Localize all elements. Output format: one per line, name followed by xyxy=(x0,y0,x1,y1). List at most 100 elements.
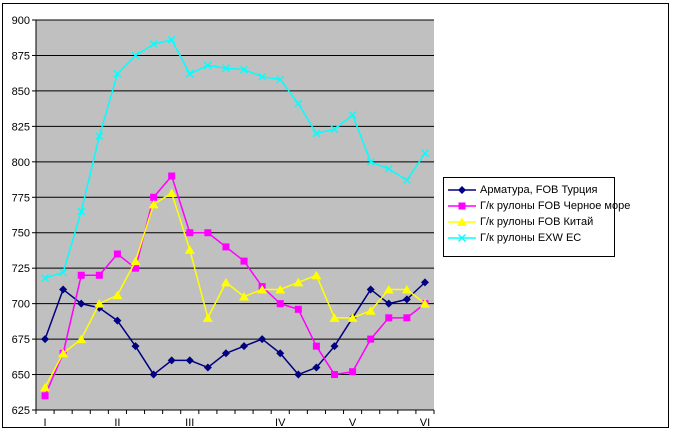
data-point-triangle[interactable] xyxy=(184,245,195,254)
data-point-diamond[interactable] xyxy=(221,349,230,358)
data-point-square[interactable] xyxy=(367,335,375,343)
data-point-square[interactable] xyxy=(113,250,121,258)
data-point-diamond[interactable] xyxy=(402,295,411,304)
data-point-triangle[interactable] xyxy=(419,299,430,308)
data-point-square[interactable] xyxy=(168,172,176,180)
data-point-diamond[interactable] xyxy=(294,370,303,379)
data-point-square[interactable] xyxy=(204,229,212,237)
data-point-x[interactable] xyxy=(458,234,466,242)
data-point-square[interactable] xyxy=(222,243,230,251)
data-point-square[interactable] xyxy=(186,229,194,237)
data-point-triangle[interactable] xyxy=(347,313,358,322)
data-point-square[interactable] xyxy=(276,300,284,308)
legend-box[interactable]: Арматура, FOB Турция Г/к рулоны FOB Черн… xyxy=(443,177,630,257)
data-point-x[interactable] xyxy=(294,99,303,108)
data-point-x[interactable] xyxy=(185,69,194,78)
data-point-x[interactable] xyxy=(384,164,393,173)
data-point-x[interactable] xyxy=(149,40,158,49)
data-point-square[interactable] xyxy=(240,257,248,265)
series-line[interactable] xyxy=(44,192,426,388)
data-point-square[interactable] xyxy=(349,368,357,376)
data-point-triangle[interactable] xyxy=(220,277,231,287)
data-point-diamond[interactable] xyxy=(131,342,140,351)
data-point-triangle[interactable] xyxy=(365,306,376,315)
data-point-triangle[interactable] xyxy=(148,199,159,209)
data-point-triangle[interactable] xyxy=(383,284,394,294)
data-point-diamond[interactable] xyxy=(203,363,212,372)
data-point-square[interactable] xyxy=(132,264,139,272)
data-point-x[interactable] xyxy=(221,64,230,73)
data-point-triangle[interactable] xyxy=(130,256,141,266)
data-point-triangle[interactable] xyxy=(401,284,412,294)
data-point-triangle[interactable] xyxy=(166,188,177,198)
data-point-square[interactable] xyxy=(331,371,338,379)
legend-item[interactable]: Арматура, FOB Турция xyxy=(444,182,614,198)
data-point-diamond[interactable] xyxy=(366,285,375,294)
series-line[interactable] xyxy=(44,281,426,376)
data-point-x[interactable] xyxy=(203,61,212,70)
data-point-diamond[interactable] xyxy=(167,356,176,365)
legend-item[interactable]: Г/к рулоны EXW ЕС xyxy=(444,230,614,246)
data-point-x[interactable] xyxy=(41,274,50,283)
legend-item[interactable]: Г/к рулоны FOB Черное море xyxy=(444,198,630,214)
data-point-triangle[interactable] xyxy=(40,382,51,392)
data-point-diamond[interactable] xyxy=(149,370,158,379)
data-point-square[interactable] xyxy=(458,202,466,210)
data-point-triangle[interactable] xyxy=(293,277,304,287)
data-point-square[interactable] xyxy=(294,305,302,313)
data-point-x[interactable] xyxy=(59,268,68,277)
data-point-triangle[interactable] xyxy=(58,348,69,358)
plot-area[interactable] xyxy=(36,20,434,410)
data-point-triangle[interactable] xyxy=(76,334,87,344)
data-point-triangle[interactable] xyxy=(275,284,286,294)
data-point-x[interactable] xyxy=(240,65,249,74)
data-point-diamond[interactable] xyxy=(312,363,321,372)
data-point-square[interactable] xyxy=(41,392,49,400)
data-point-x[interactable] xyxy=(402,176,411,185)
data-point-x[interactable] xyxy=(131,51,140,60)
data-point-triangle[interactable] xyxy=(311,270,322,280)
data-point-diamond[interactable] xyxy=(458,186,466,194)
data-point-x[interactable] xyxy=(366,157,375,166)
data-point-diamond[interactable] xyxy=(240,342,249,351)
data-point-diamond[interactable] xyxy=(258,335,267,344)
data-point-square[interactable] xyxy=(403,314,411,322)
data-point-x[interactable] xyxy=(276,75,285,84)
data-point-diamond[interactable] xyxy=(113,316,122,325)
data-point-triangle[interactable] xyxy=(202,313,213,322)
data-point-triangle[interactable] xyxy=(112,290,123,300)
data-point-triangle[interactable] xyxy=(329,313,340,322)
data-point-diamond[interactable] xyxy=(420,278,429,287)
data-point-diamond[interactable] xyxy=(41,335,50,344)
data-point-x[interactable] xyxy=(312,129,321,138)
data-point-x[interactable] xyxy=(77,207,86,216)
data-point-diamond[interactable] xyxy=(185,356,194,365)
series-line[interactable] xyxy=(44,39,426,279)
series-0[interactable] xyxy=(41,278,429,379)
data-point-triangle[interactable] xyxy=(457,217,467,227)
series-3[interactable] xyxy=(41,35,429,283)
series-2[interactable] xyxy=(40,188,430,392)
data-point-square[interactable] xyxy=(312,342,320,350)
data-point-diamond[interactable] xyxy=(276,349,285,358)
data-point-triangle[interactable] xyxy=(257,284,268,294)
data-point-x[interactable] xyxy=(420,149,429,158)
data-point-x[interactable] xyxy=(113,69,122,78)
data-point-square[interactable] xyxy=(150,193,158,201)
data-point-diamond[interactable] xyxy=(330,342,339,351)
data-point-triangle[interactable] xyxy=(94,299,105,308)
data-point-diamond[interactable] xyxy=(384,299,393,308)
data-point-square[interactable] xyxy=(95,271,103,279)
data-point-x[interactable] xyxy=(258,72,267,81)
series-line[interactable] xyxy=(44,175,426,397)
data-point-square[interactable] xyxy=(385,314,393,322)
data-point-x[interactable] xyxy=(330,125,339,134)
data-point-x[interactable] xyxy=(167,35,176,44)
data-point-x[interactable] xyxy=(348,111,357,120)
data-point-square[interactable] xyxy=(77,271,85,279)
data-point-diamond[interactable] xyxy=(59,285,68,294)
data-point-diamond[interactable] xyxy=(77,299,86,308)
data-point-x[interactable] xyxy=(95,132,104,141)
legend-item[interactable]: Г/к рулоны FOB Китай xyxy=(444,214,614,230)
data-point-triangle[interactable] xyxy=(239,292,250,301)
